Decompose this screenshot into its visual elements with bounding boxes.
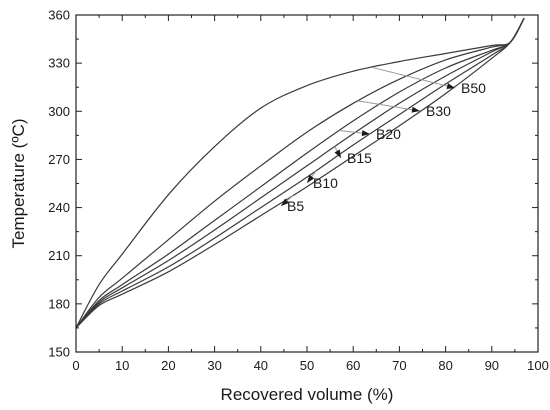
x-tick-label: 30 (207, 358, 221, 373)
series-line-b10 (75, 17, 525, 329)
leader-arrow-b30 (411, 106, 420, 113)
series-label-b10: B10 (313, 175, 338, 191)
leader-line-b50 (371, 66, 456, 89)
plot-frame (75, 14, 539, 353)
series-label-b50: B50 (461, 80, 486, 96)
leader-arrow-b20 (361, 130, 370, 137)
series-line-b30 (75, 17, 525, 329)
leader-arrow-b10 (307, 174, 315, 183)
x-tick-label: 80 (438, 358, 452, 373)
x-tick-label: 20 (161, 358, 175, 373)
x-tick-label: 40 (254, 358, 268, 373)
y-tick-label: 210 (48, 248, 70, 263)
y-tick-label: 240 (48, 200, 70, 215)
series-line-b5 (75, 17, 525, 329)
y-axis-title: Temperature (ºC) (9, 119, 28, 249)
leader-arrow-b5 (281, 198, 289, 206)
x-axis-title: Recovered volume (%) (221, 385, 394, 404)
series-label-b5: B5 (287, 198, 304, 214)
series-line-b50 (75, 17, 525, 329)
series-line-b20 (75, 17, 525, 329)
leader-arrow-b15 (334, 149, 341, 158)
y-tick-label: 270 (48, 152, 70, 167)
x-tick-label: 0 (72, 358, 79, 373)
x-tick-label: 90 (485, 358, 499, 373)
y-tick-label: 180 (48, 296, 70, 311)
y-tick-label: 360 (48, 8, 70, 23)
x-tick-label: 70 (392, 358, 406, 373)
y-tick-label: 330 (48, 56, 70, 71)
series-label-b15: B15 (347, 150, 372, 166)
y-tick-label: 150 (48, 345, 70, 360)
leader-arrow-b50 (446, 83, 455, 89)
x-tick-label: 60 (346, 358, 360, 373)
y-tick-label: 300 (48, 104, 70, 119)
series-label-b20: B20 (376, 126, 401, 142)
x-tick-label: 50 (300, 358, 314, 373)
leader-line-b30 (357, 100, 421, 112)
x-tick-label: 10 (115, 358, 129, 373)
series-label-b30: B30 (426, 103, 451, 119)
axes: 0 10 20 30 40 50 60 70 80 90 100 150 180 210 240 270 300… (48, 8, 549, 374)
series-line-b15 (75, 17, 525, 329)
x-tick-label: 100 (527, 358, 549, 373)
